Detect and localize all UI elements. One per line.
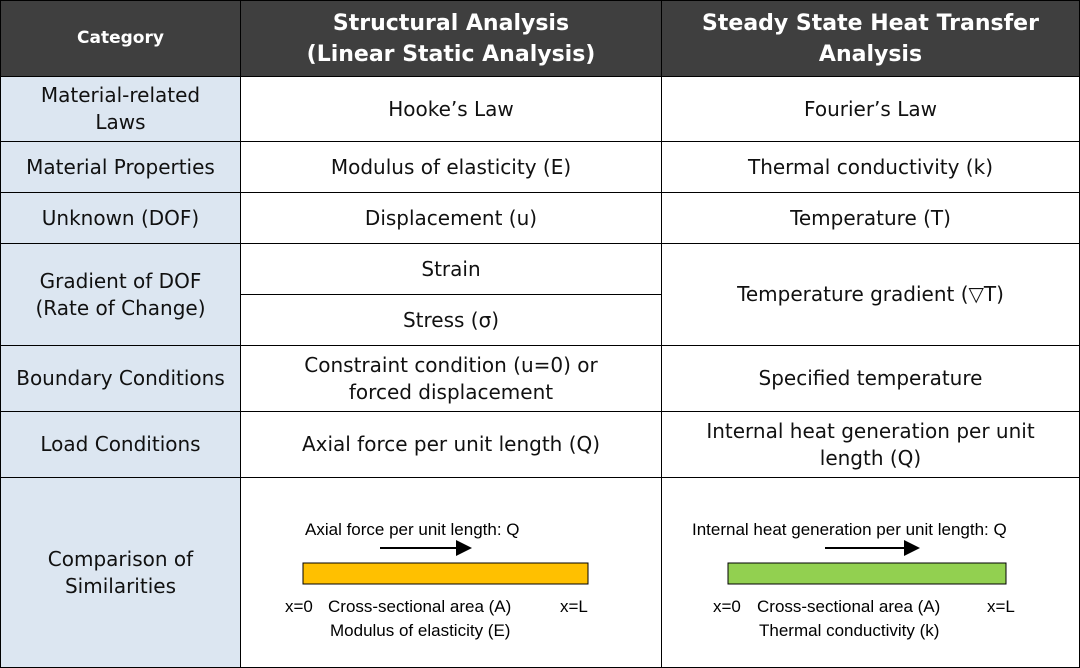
table-cell: Comparison of Similarities [0,477,241,668]
table-cell: Temperature (T) [661,192,1080,244]
diagram-label: x=L [560,597,588,616]
diagram-label: x=0 [713,597,741,616]
cell-text: (Rate of Change) [35,295,206,320]
header-text: Steady State Heat Transfer [702,10,1039,36]
diagram-label: Modulus of elasticity (E) [330,621,511,640]
cell-text: Material Properties [26,154,215,179]
cell-text: Unknown (DOF) [41,205,200,230]
cell-text: Thermal conductivity (k) [747,154,993,179]
cell-text: Material-related [40,83,201,107]
cell-text: Strain [421,256,481,281]
table-cell: Constraint condition (u=0) or forced disp… [240,345,662,412]
cell-text: length (Q) [819,445,922,470]
header-text: Category [77,28,164,48]
cell-text: Modulus of elasticity (E) [330,154,572,179]
cell-text: Similarities [64,573,176,598]
table-cell: Boundary Conditions [0,345,241,412]
cell-text: Temperature (T) [790,205,951,230]
diagram-label: x=L [987,597,1015,616]
cell-text: Axial force per unit length (Q) [301,432,601,456]
bar [727,562,1007,585]
cell-text: Laws [95,110,146,134]
diagram-label: Axial force per unit length: Q [305,520,520,539]
cell-text: Specified temperature [758,366,983,390]
header-text: Analysis [818,41,923,67]
cell-text: Boundary Conditions [16,366,225,390]
cell-text: Internal heat generation per unit [706,418,1035,443]
header-text: Structural Analysis [332,10,570,36]
header-text: (Linear Static Analysis) [306,41,596,67]
cell-text: Constraint condition (u=0) or [304,352,598,377]
diagram-label: x=0 [285,597,313,616]
header-cell: Category [0,0,241,77]
header-cell: Steady State Heat Transfer Analysis [661,0,1080,77]
table-cell: Specified temperature [661,345,1080,412]
cell-text: Hooke’s Law [388,96,514,121]
header-cell: Structural Analysis (Linear Static Analys… [240,0,662,77]
diagram-label: Cross-sectional area (A) [757,597,941,616]
table-cell: Gradient of DOF (Rate of Change) [0,243,241,346]
cell-text: forced displacement [348,379,554,404]
table-cell: Unknown (DOF) [0,192,241,244]
cell-text: Stress (σ) [402,307,500,332]
cell-text: Load Conditions [40,432,201,456]
bar [302,562,589,585]
diagram-label: Thermal conductivity (k) [759,621,940,640]
cell-text: Displacement (u) [364,205,538,230]
cell-text: Temperature gradient (▽T) [737,282,1004,306]
cell-text: Comparison of [47,546,194,571]
cell-text: Gradient of DOF [39,268,202,293]
diagram-label: Cross-sectional area (A) [328,597,512,616]
cell-text: Fourier’s Law [804,96,937,121]
diagram-label: Internal heat generation per unit length… [692,520,1007,539]
